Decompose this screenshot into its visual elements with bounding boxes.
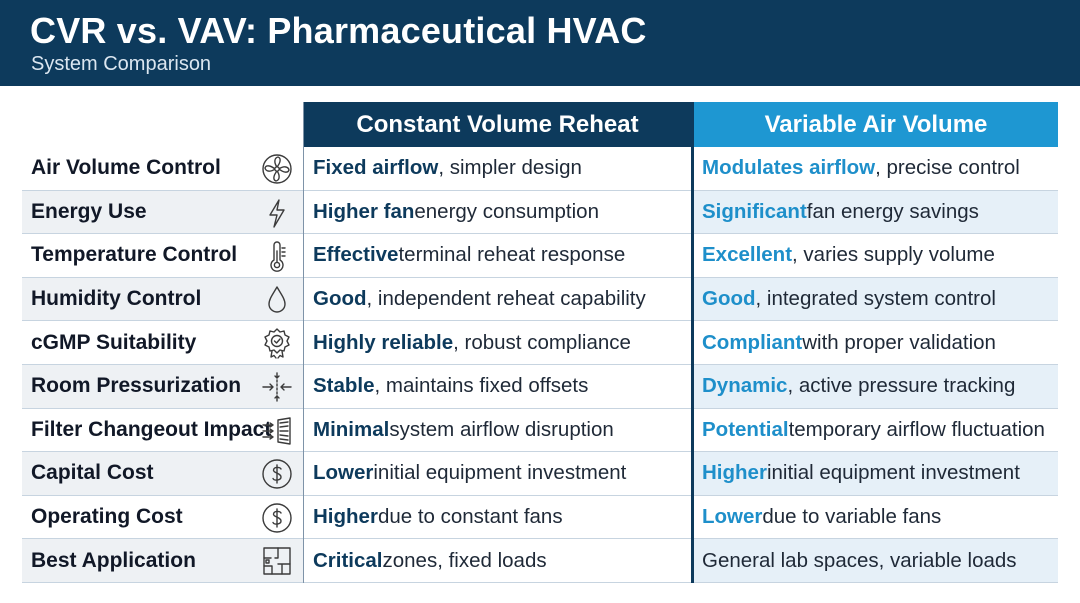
vav-key-phrase: Higher bbox=[702, 461, 767, 485]
page-title: CVR vs. VAV: Pharmaceutical HVAC bbox=[30, 10, 647, 51]
vav-cell: Higher initial equipment investment bbox=[694, 452, 1058, 495]
lightning-bolt-icon bbox=[260, 196, 294, 230]
cvr-description: initial equipment investment bbox=[373, 461, 627, 485]
certification-badge-icon bbox=[260, 326, 294, 360]
cvr-key-phrase: Critical bbox=[313, 548, 383, 572]
row-label: Room Pressurization bbox=[31, 374, 242, 398]
vav-cell: Potential temporary airflow fluctuation bbox=[694, 408, 1058, 452]
header-banner: CVR vs. VAV: Pharmaceutical HVAC System … bbox=[0, 0, 1080, 86]
cvr-description: , maintains fixed offsets bbox=[374, 374, 589, 398]
table-row: Capital Cost Lower initial equipment inve… bbox=[22, 452, 1058, 496]
table-row: cGMP Suitability Highly reliable, robust … bbox=[22, 321, 1058, 365]
row-label: cGMP Suitability bbox=[31, 330, 197, 354]
vav-description: with proper validation bbox=[802, 330, 996, 354]
vav-description: due to variable fans bbox=[762, 505, 942, 529]
vav-cell: Dynamic, active pressure tracking bbox=[694, 364, 1058, 408]
cvr-description: , simpler design bbox=[438, 156, 582, 180]
row-label: Capital Cost bbox=[31, 461, 154, 485]
cvr-description: system airflow disruption bbox=[389, 417, 614, 441]
cvr-key-phrase: Higher bbox=[313, 505, 378, 529]
cvr-key-phrase: Stable bbox=[313, 374, 375, 398]
vav-cell: Lower due to variable fans bbox=[694, 495, 1058, 539]
vav-key-phrase: Dynamic bbox=[702, 374, 788, 398]
vav-description: General lab spaces, variable loads bbox=[702, 548, 1017, 572]
row-label: Operating Cost bbox=[31, 505, 183, 529]
row-label: Energy Use bbox=[31, 199, 147, 223]
cvr-description: , independent reheat capability bbox=[366, 287, 646, 311]
dollar-coin-icon bbox=[260, 501, 294, 535]
column-divider bbox=[303, 102, 304, 583]
column-divider-accent bbox=[691, 102, 694, 583]
cvr-key-phrase: Fixed airflow bbox=[313, 156, 439, 180]
table-row: Best Application Critical zones, fixed lo… bbox=[22, 539, 1058, 583]
table-row: Room Pressurization Stable, maintains fix… bbox=[22, 364, 1058, 409]
row-label: Filter Changeout Impact bbox=[31, 417, 272, 441]
vav-description: initial equipment investment bbox=[766, 461, 1020, 485]
vav-key-phrase: Potential bbox=[702, 417, 789, 441]
cvr-description: zones, fixed loads bbox=[382, 548, 547, 572]
cvr-cell: Lower initial equipment investment bbox=[304, 452, 691, 495]
pressure-arrows-icon bbox=[260, 370, 294, 404]
row-label: Temperature Control bbox=[31, 243, 238, 267]
cvr-cell: Highly reliable, robust compliance bbox=[304, 321, 691, 364]
vav-description: , precise control bbox=[875, 156, 1020, 180]
column-header-vav: Variable Air Volume bbox=[694, 102, 1058, 147]
table-row: Energy Use Higher fan energy consumption S… bbox=[22, 190, 1058, 235]
vav-key-phrase: Excellent bbox=[702, 243, 793, 267]
cvr-cell: Higher due to constant fans bbox=[304, 495, 691, 539]
table-row: Temperature Control Effective terminal re… bbox=[22, 234, 1058, 278]
dollar-coin-icon bbox=[260, 457, 294, 491]
cvr-cell: Minimal system airflow disruption bbox=[304, 408, 691, 452]
comparison-table: Air Volume Control Fixed airflow, simpler… bbox=[22, 147, 1058, 583]
cvr-cell: Effective terminal reheat response bbox=[304, 234, 691, 277]
fan-icon bbox=[260, 152, 294, 186]
table-row: Air Volume Control Fixed airflow, simpler… bbox=[22, 147, 1058, 191]
vav-cell: General lab spaces, variable loads bbox=[694, 539, 1058, 582]
table-row: Operating Cost Higher due to constant fan… bbox=[22, 495, 1058, 540]
page-subtitle: System Comparison bbox=[31, 53, 212, 75]
vav-key-phrase: Significant bbox=[702, 199, 807, 223]
vav-description: , integrated system control bbox=[755, 287, 996, 311]
cvr-key-phrase: Higher fan bbox=[313, 199, 415, 223]
vav-cell: Good, integrated system control bbox=[694, 277, 1058, 321]
thermometer-icon bbox=[260, 239, 294, 273]
floor-plan-icon bbox=[260, 544, 294, 578]
water-drop-icon bbox=[260, 283, 294, 317]
cvr-key-phrase: Good bbox=[313, 287, 367, 311]
cvr-cell: Higher fan energy consumption bbox=[304, 190, 691, 234]
row-label: Best Application bbox=[31, 548, 196, 572]
vav-cell: Significant fan energy savings bbox=[694, 190, 1058, 234]
vav-key-phrase: Compliant bbox=[702, 330, 803, 354]
vav-description: , varies supply volume bbox=[792, 243, 995, 267]
cvr-description: energy consumption bbox=[414, 199, 599, 223]
cvr-cell: Stable, maintains fixed offsets bbox=[304, 364, 691, 408]
vav-key-phrase: Lower bbox=[702, 505, 763, 529]
cvr-cell: Critical zones, fixed loads bbox=[304, 539, 691, 582]
vav-description: , active pressure tracking bbox=[787, 374, 1016, 398]
cvr-key-phrase: Minimal bbox=[313, 417, 390, 441]
cvr-key-phrase: Lower bbox=[313, 461, 374, 485]
cvr-key-phrase: Highly reliable bbox=[313, 330, 454, 354]
cvr-key-phrase: Effective bbox=[313, 243, 399, 267]
vav-cell: Compliant with proper validation bbox=[694, 321, 1058, 364]
vav-key-phrase: Modulates airflow bbox=[702, 156, 876, 180]
vav-cell: Excellent, varies supply volume bbox=[694, 234, 1058, 277]
row-label: Air Volume Control bbox=[31, 156, 221, 180]
table-row: Humidity Control Good, independent reheat… bbox=[22, 277, 1058, 322]
vav-cell: Modulates airflow, precise control bbox=[694, 147, 1058, 190]
cvr-description: terminal reheat response bbox=[398, 243, 626, 267]
row-label: Humidity Control bbox=[31, 287, 202, 311]
vav-description: temporary airflow fluctuation bbox=[788, 417, 1045, 441]
air-filter-icon bbox=[260, 414, 294, 448]
cvr-description: , robust compliance bbox=[453, 330, 631, 354]
cvr-cell: Good, independent reheat capability bbox=[304, 277, 691, 321]
column-header-cvr: Constant Volume Reheat bbox=[304, 102, 691, 147]
table-row: Filter Changeout Impact Minimal system ai… bbox=[22, 408, 1058, 453]
cvr-description: due to constant fans bbox=[377, 505, 563, 529]
vav-key-phrase: Good bbox=[702, 287, 756, 311]
cvr-cell: Fixed airflow, simpler design bbox=[304, 147, 691, 190]
vav-description: fan energy savings bbox=[806, 199, 979, 223]
